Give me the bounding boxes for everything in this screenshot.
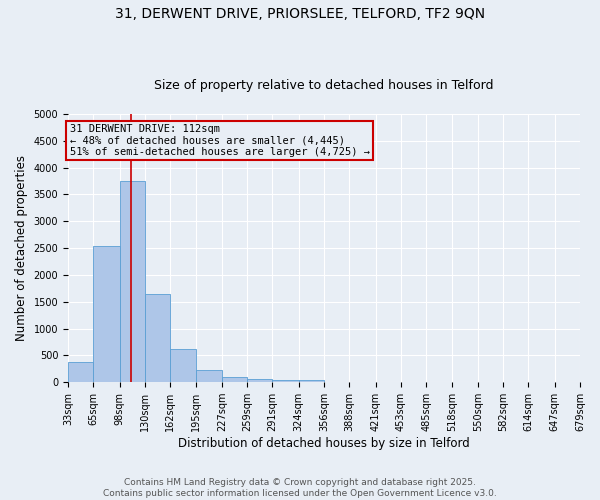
Y-axis label: Number of detached properties: Number of detached properties — [15, 155, 28, 341]
Bar — [119, 180, 145, 382]
Text: 31 DERWENT DRIVE: 112sqm
← 48% of detached houses are smaller (4,445)
51% of sem: 31 DERWENT DRIVE: 112sqm ← 48% of detach… — [70, 124, 370, 157]
Bar — [68, 362, 94, 382]
Text: 31, DERWENT DRIVE, PRIORSLEE, TELFORD, TF2 9QN: 31, DERWENT DRIVE, PRIORSLEE, TELFORD, T… — [115, 8, 485, 22]
Bar — [94, 246, 119, 382]
Bar — [247, 380, 272, 382]
Bar — [170, 350, 196, 382]
Text: Contains HM Land Registry data © Crown copyright and database right 2025.
Contai: Contains HM Land Registry data © Crown c… — [103, 478, 497, 498]
Title: Size of property relative to detached houses in Telford: Size of property relative to detached ho… — [154, 79, 494, 92]
Bar — [145, 294, 170, 382]
Bar — [222, 377, 247, 382]
Bar — [299, 380, 324, 382]
Bar — [196, 370, 222, 382]
X-axis label: Distribution of detached houses by size in Telford: Distribution of detached houses by size … — [178, 437, 470, 450]
Bar — [272, 380, 299, 382]
